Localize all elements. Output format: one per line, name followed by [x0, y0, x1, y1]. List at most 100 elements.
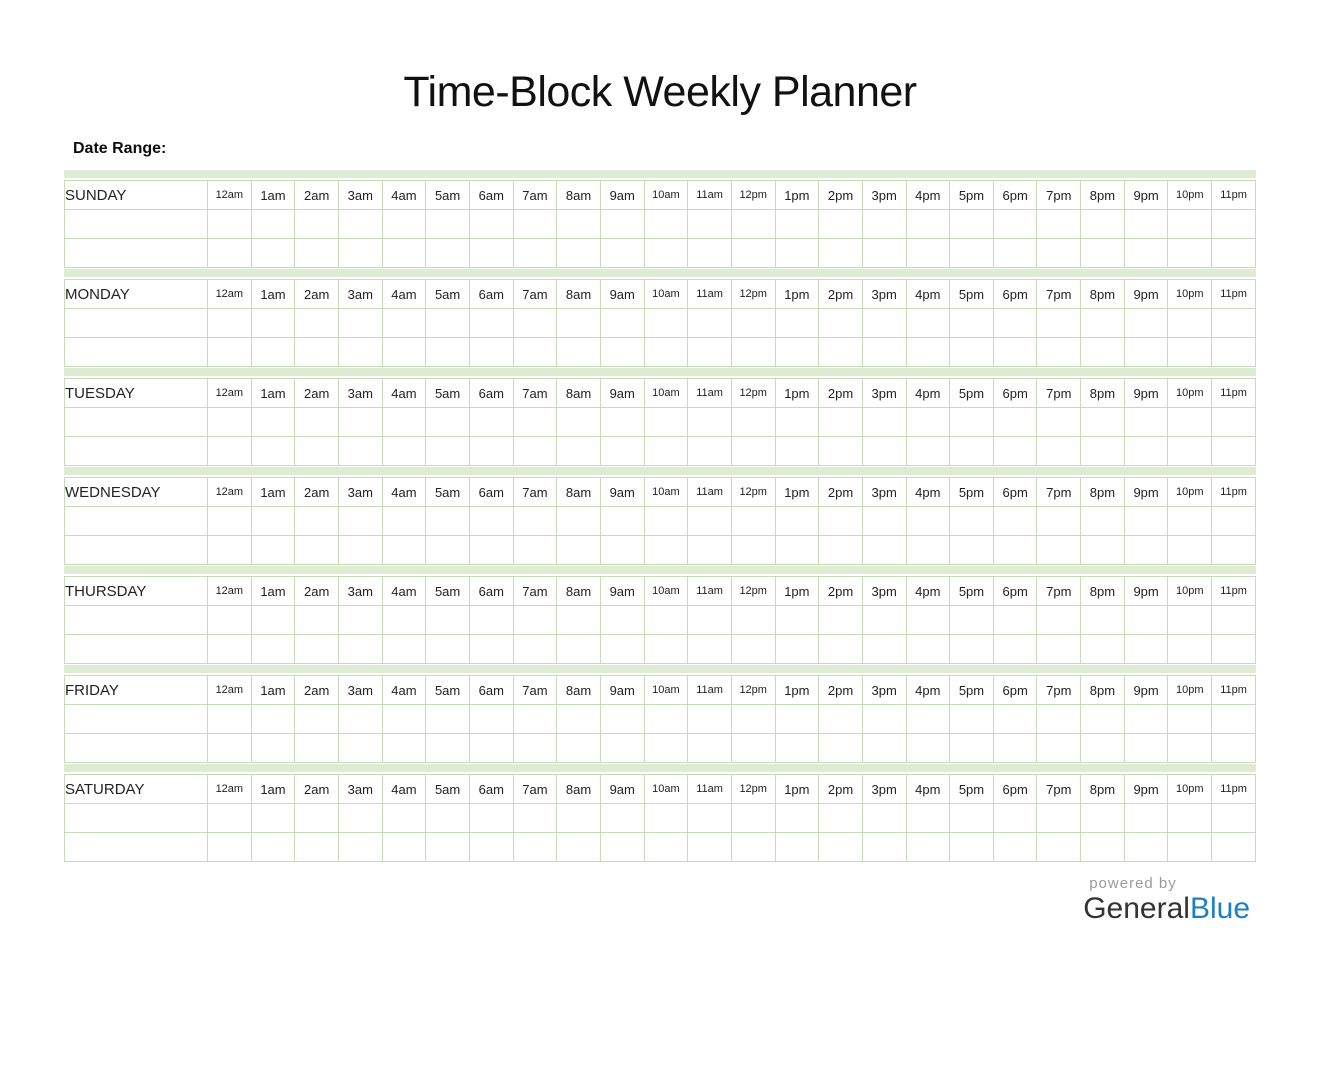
time-block-cell — [250, 535, 296, 566]
time-block-cell — [294, 337, 339, 368]
time-block-cell — [425, 506, 470, 537]
time-block-cell — [468, 308, 514, 339]
time-block-cell — [1167, 436, 1213, 467]
time-block-cell — [207, 308, 252, 339]
time-block-cell — [949, 832, 994, 863]
time-block-cell — [556, 308, 601, 339]
time-block-cell — [687, 832, 732, 863]
day-header-row: SUNDAY 12am 1am 2am 3am 4am 5am 6am 7am 8am 9am 10a… — [64, 180, 1256, 211]
time-block-cell — [1167, 832, 1213, 863]
time-block-cell — [337, 337, 383, 368]
time-block-cell — [250, 407, 296, 438]
hour-header: 4pm — [905, 774, 951, 805]
time-block-cell — [905, 209, 951, 240]
time-block-cell — [512, 634, 558, 665]
hour-header: 2am — [294, 774, 339, 805]
time-block-cell — [861, 733, 907, 764]
hour-header: 11am — [687, 774, 732, 805]
day-label: THURSDAY — [64, 576, 208, 607]
time-block-cell — [1211, 634, 1256, 665]
time-block-cell — [687, 733, 732, 764]
hour-header: 5pm — [949, 180, 994, 211]
hour-header: 12am — [207, 675, 252, 706]
time-block-cell — [556, 535, 601, 566]
time-block-cell — [992, 506, 1038, 537]
hour-header: 1am — [250, 378, 296, 409]
hour-header: 3pm — [861, 279, 907, 310]
time-block-cell — [861, 209, 907, 240]
hour-header: 8pm — [1080, 477, 1125, 508]
time-block-cell — [1036, 337, 1082, 368]
time-block-cell — [949, 407, 994, 438]
hour-header: 8am — [556, 180, 601, 211]
hour-header: 7am — [512, 378, 558, 409]
hour-header: 4am — [381, 378, 427, 409]
hour-header: 9am — [599, 180, 645, 211]
hour-header: 3pm — [861, 576, 907, 607]
hour-header: 8am — [556, 576, 601, 607]
day-table-sunday: SUNDAY 12am 1am 2am 3am 4am 5am 6am 7am 8am 9am 10a… — [64, 180, 1256, 269]
time-block-cell — [294, 535, 339, 566]
time-block-cell — [687, 238, 732, 269]
time-block-cell — [643, 733, 689, 764]
section-divider-band — [64, 368, 1256, 377]
time-block-cell — [687, 634, 732, 665]
time-block-cell — [992, 803, 1038, 834]
hour-header: 2pm — [818, 477, 863, 508]
time-block-cell — [774, 436, 820, 467]
hour-header: 11pm — [1211, 675, 1256, 706]
time-block-cell — [512, 407, 558, 438]
time-block-cell — [556, 634, 601, 665]
time-block-cell — [774, 704, 820, 735]
hour-header: 3am — [337, 378, 383, 409]
time-block-cell — [294, 407, 339, 438]
generalblue-logo[interactable]: powered by GeneralBlue — [1083, 876, 1250, 924]
hour-header: 4pm — [905, 477, 951, 508]
hour-header: 8am — [556, 378, 601, 409]
hour-header: 10pm — [1167, 279, 1213, 310]
hour-header: 7am — [512, 180, 558, 211]
time-block-cell — [1167, 733, 1213, 764]
hour-header: 10am — [643, 279, 689, 310]
time-block-cell — [1080, 535, 1125, 566]
day-table-monday: MONDAY 12am 1am 2am 3am 4am 5am 6am 7am 8am 9am 10a… — [64, 279, 1256, 368]
time-block-cell — [1211, 407, 1256, 438]
hour-header: 7pm — [1036, 477, 1082, 508]
time-block-cell — [294, 308, 339, 339]
time-block-cell — [512, 733, 558, 764]
hour-header: 1am — [250, 576, 296, 607]
hour-header: 10pm — [1167, 180, 1213, 211]
day-table-wednesday: WEDNESDAY 12am 1am 2am 3am 4am 5am 6am 7am 8am 9am… — [64, 477, 1256, 566]
hour-header: 11pm — [1211, 576, 1256, 607]
weekly-planner-grid: SUNDAY 12am 1am 2am 3am 4am 5am 6am 7am 8am 9am 10a… — [64, 170, 1256, 863]
time-block-cell — [730, 535, 776, 566]
time-block-cell — [818, 535, 863, 566]
hour-header: 7am — [512, 279, 558, 310]
hour-header: 7pm — [1036, 279, 1082, 310]
time-block-cell — [861, 803, 907, 834]
hour-header: 4am — [381, 774, 427, 805]
time-block-cell — [1167, 238, 1213, 269]
time-block-cell — [905, 337, 951, 368]
time-block-cell — [425, 704, 470, 735]
hour-header: 12pm — [730, 477, 776, 508]
hour-header: 6am — [468, 180, 514, 211]
time-block-cell — [337, 407, 383, 438]
hour-header: 3pm — [861, 477, 907, 508]
section-divider-band — [64, 665, 1256, 674]
time-block-cell — [1036, 209, 1082, 240]
hour-header: 5am — [425, 477, 470, 508]
hour-header: 1am — [250, 279, 296, 310]
time-block-cell — [250, 634, 296, 665]
day-section-tuesday: TUESDAY 12am 1am 2am 3am 4am 5am 6am 7am 8am 9am 10… — [64, 368, 1256, 467]
day-table-thursday: THURSDAY 12am 1am 2am 3am 4am 5am 6am 7am 8am 9am 1… — [64, 576, 1256, 665]
hour-header: 4pm — [905, 279, 951, 310]
time-block-cell — [337, 832, 383, 863]
time-block-cell — [905, 407, 951, 438]
time-block-cell — [425, 308, 470, 339]
time-block-cell — [730, 209, 776, 240]
time-block-cell — [687, 506, 732, 537]
time-block-cell — [687, 704, 732, 735]
time-block-cell — [599, 733, 645, 764]
time-block-cell — [818, 803, 863, 834]
